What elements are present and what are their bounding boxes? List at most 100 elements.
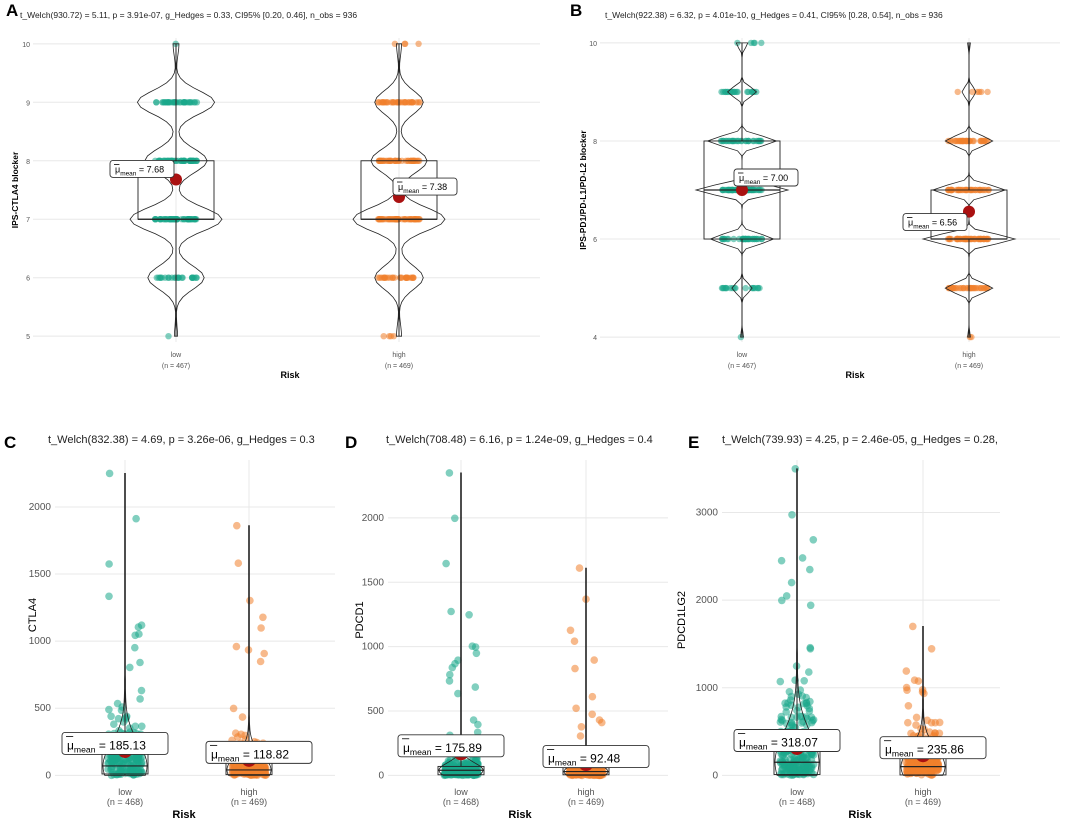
jitter-point xyxy=(126,663,134,672)
mean-dot xyxy=(736,184,748,196)
jitter-point xyxy=(191,99,199,106)
jitter-point xyxy=(981,137,988,145)
y-tick-label: 2000 xyxy=(696,595,719,606)
panel-a-xlabel: Risk xyxy=(280,370,300,380)
violin xyxy=(694,42,790,338)
mean-label-text: μmean = 235.86 xyxy=(885,743,964,759)
y-tick-label: 6 xyxy=(593,237,597,244)
panel-c-ntick-high: (n = 469) xyxy=(231,797,267,807)
panel-b-ntick-low: (n = 467) xyxy=(728,363,756,370)
mean-label-text: μmean = 318.07 xyxy=(739,736,818,752)
mean-label-text: μmean = 175.89 xyxy=(403,741,482,757)
jitter-point xyxy=(446,670,454,679)
jitter-point xyxy=(807,764,816,772)
panel-d-subtitle: t_Welch(708.48) = 6.16, p = 1.24e-09, g_… xyxy=(386,434,653,446)
y-tick-label: 7 xyxy=(26,217,30,224)
jitter-point xyxy=(776,677,785,686)
jitter-point xyxy=(945,137,952,145)
jitter-point xyxy=(751,284,759,292)
jitter-point xyxy=(787,578,796,587)
jitter-point xyxy=(576,732,585,740)
jitter-point xyxy=(802,754,810,763)
jitter-point xyxy=(165,333,172,340)
panel-a-ylabel: IPS-CTLA4 blocker xyxy=(10,151,20,228)
panel-a-xtick-high: high xyxy=(392,352,405,359)
panel-letter-e: E xyxy=(688,433,699,452)
mean-label-box xyxy=(902,213,968,232)
panel-b-subtitle: t_Welch(922.38) = 6.32, p = 4.01e-10, g_… xyxy=(605,10,943,20)
panel-a-xtick-low: low xyxy=(171,352,182,359)
jitter-point xyxy=(978,284,985,292)
jitter-point xyxy=(468,755,476,763)
jitter-point xyxy=(136,695,144,703)
jitter-point xyxy=(778,596,786,605)
jitter-point xyxy=(931,718,939,727)
jitter-point xyxy=(234,559,243,567)
jitter-point xyxy=(179,274,186,281)
jitter-point xyxy=(787,692,796,701)
mean-label-text: μmean = 118.82 xyxy=(211,747,289,763)
panel-letter-c: C xyxy=(4,433,16,452)
jitter-point xyxy=(800,677,808,685)
jitter-point xyxy=(233,521,241,530)
jitter-point xyxy=(451,514,459,523)
jitter-point xyxy=(405,99,413,106)
panel-d-xtick-high: high xyxy=(577,787,594,797)
jitter-point xyxy=(105,705,113,714)
jitter-point xyxy=(256,762,264,771)
jitter-point xyxy=(246,769,255,778)
jitter-point xyxy=(415,40,422,47)
jitter-point xyxy=(797,712,806,721)
panel-d: D t_Welch(708.48) = 6.16, p = 1.24e-09, … xyxy=(345,433,668,821)
y-tick-label: 10 xyxy=(589,41,597,48)
y-tick-label: 0 xyxy=(45,770,51,781)
mean-label-box xyxy=(205,740,313,764)
jitter-point xyxy=(589,770,598,778)
jitter-point xyxy=(401,40,408,47)
jitter-point xyxy=(380,99,387,106)
jitter-point xyxy=(442,559,450,568)
jitter-point xyxy=(131,643,139,652)
mean-label-box xyxy=(733,729,841,752)
jitter-point xyxy=(389,274,396,281)
jitter-point xyxy=(598,718,606,727)
mean-label-text: μmean = 6.56 xyxy=(908,218,957,231)
y-tick-label: 6 xyxy=(26,276,30,283)
jitter-point xyxy=(232,762,241,771)
panel-d-xtick-low: low xyxy=(454,787,468,797)
jitter-point xyxy=(136,658,144,667)
panel-e-ylabel: PDCD1LG2 xyxy=(676,591,688,649)
panel-b-xtick-low: low xyxy=(737,352,748,359)
y-tick-label: 1500 xyxy=(362,577,385,588)
y-tick-label: 0 xyxy=(712,770,718,781)
panel-c-subtitle: t_Welch(832.38) = 4.69, p = 3.26e-06, g_… xyxy=(48,434,315,446)
jitter-point xyxy=(445,677,454,685)
panel-c-xtick-high: high xyxy=(240,787,257,797)
panel-e-ntick-high: (n = 469) xyxy=(905,797,941,807)
jitter-point xyxy=(966,137,974,145)
jitter-point xyxy=(238,713,247,721)
jitter-point xyxy=(588,710,596,719)
panel-b-ylabel: IPS-PD1/PD-L1/PD-L2 blocker xyxy=(578,130,588,250)
jitter-point xyxy=(788,511,796,519)
jitter-point xyxy=(961,137,968,145)
y-tick-label: 2000 xyxy=(362,513,385,524)
jitter-point xyxy=(805,707,814,715)
panel-b: B t_Welch(922.38) = 6.32, p = 4.01e-10, … xyxy=(570,1,1060,380)
jitter-point xyxy=(380,333,387,340)
panel-d-xlabel: Risk xyxy=(508,809,532,821)
jitter-point xyxy=(153,99,160,106)
mean-label-box xyxy=(109,160,175,178)
jitter-point xyxy=(260,649,269,658)
panel-d-ntick-high: (n = 469) xyxy=(568,797,604,807)
jitter-point xyxy=(791,465,800,473)
jitter-point xyxy=(447,607,455,616)
jitter-point xyxy=(114,714,123,723)
jitter-point xyxy=(806,565,814,574)
jitter-point xyxy=(958,284,965,292)
y-tick-label: 1000 xyxy=(696,683,719,694)
panel-e-xlabel: Risk xyxy=(848,809,872,821)
jitter-point xyxy=(945,284,952,292)
jitter-point xyxy=(131,631,139,640)
